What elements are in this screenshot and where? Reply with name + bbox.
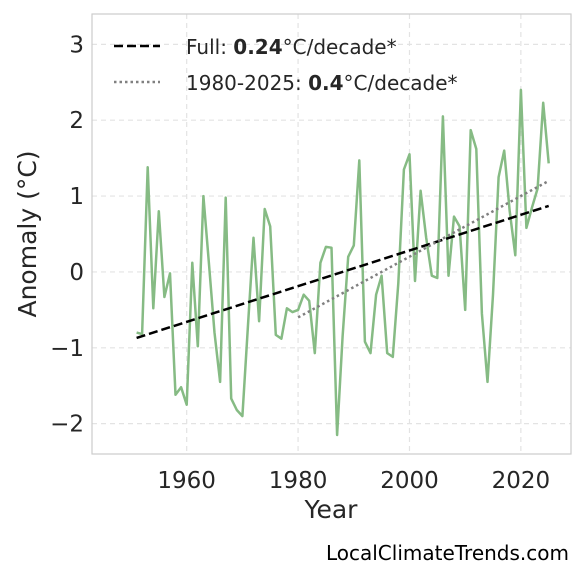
x-tick-label: 1980 [269,468,328,494]
legend-recent-value: 0.4 [308,71,343,95]
x-tick-label: 2000 [380,468,439,494]
y-tick-label: 2 [69,108,84,134]
legend-full-prefix: Full: [186,35,233,59]
legend-recent-prefix: 1980-2025: [186,71,308,95]
y-tick-labels: −2 −1 0 1 2 3 [50,32,84,437]
legend-label-recent: 1980-2025: 0.4°C/decade* [186,71,458,95]
trend-line-recent [297,179,550,319]
series-group [136,88,550,437]
grid [92,14,571,454]
legend-recent-suffix: °C/decade* [344,71,458,95]
x-tick-label: 1960 [157,468,216,494]
y-tick-label: 0 [69,260,84,286]
plot-background [92,14,571,454]
legend-label-full: Full: 0.24°C/decade* [186,35,397,59]
legend-full-value: 0.24 [233,35,282,59]
legend-full-suffix: °C/decade* [283,35,397,59]
y-tick-label: 3 [69,32,84,58]
y-axis-title: Anomaly (°C) [13,150,42,317]
plot-frame [91,13,572,455]
x-tick-labels: 1960 1980 2000 2020 [157,468,550,494]
legend: Full: 0.24°C/decade* 1980-2025: 0.4°C/de… [114,35,458,95]
y-tick-label: 1 [69,184,84,210]
y-tick-label: −1 [50,336,84,362]
x-tick-label: 2020 [492,468,551,494]
y-tick-label: −2 [50,412,84,438]
x-axis-title: Year [304,495,359,524]
watermark: LocalClimateTrends.com [326,541,569,565]
anomaly-series-line [136,88,550,437]
trend-line-full [136,204,550,340]
